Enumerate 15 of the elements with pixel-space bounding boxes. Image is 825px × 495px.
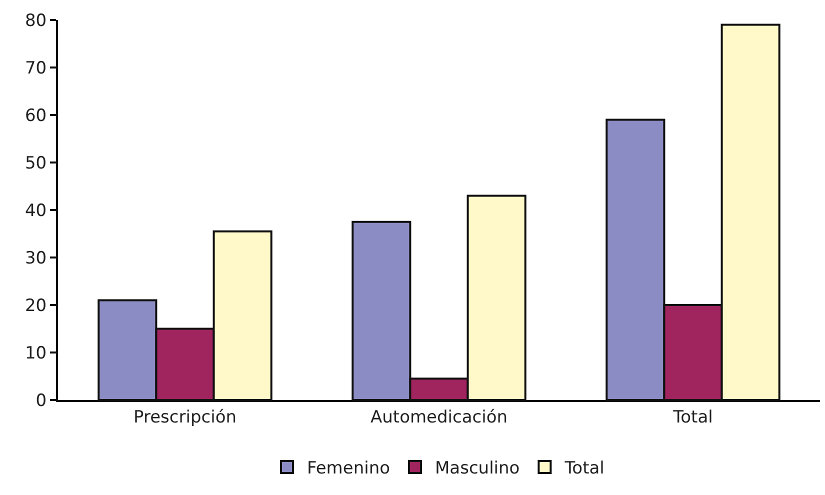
x-tick-label: Prescripción [134, 407, 236, 428]
x-tick-label: Automedicación [370, 407, 508, 428]
legend-label: Femenino [307, 458, 390, 479]
y-tick-label: 0 [36, 390, 47, 411]
y-tick-label: 60 [24, 106, 47, 126]
legend-label: Masculino [435, 458, 520, 479]
y-tick-label: 80 [24, 10, 47, 31]
y-tick-label: 50 [24, 153, 47, 174]
legend-label: Total [564, 458, 604, 479]
y-tick-label: 40 [24, 200, 47, 221]
y-tick-label: 20 [24, 296, 47, 316]
y-tick-label: 70 [24, 58, 47, 78]
x-tick-label: Total [672, 407, 713, 428]
y-tick-label: 10 [24, 343, 47, 364]
y-tick-label: 30 [24, 248, 47, 268]
